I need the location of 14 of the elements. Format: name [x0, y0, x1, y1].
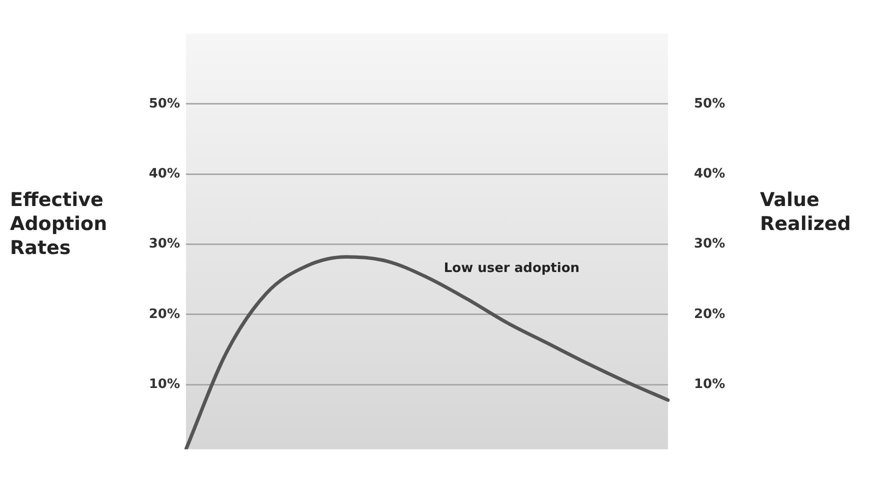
line-series [184, 255, 670, 450]
y-axis-title: Effective Adoption Rates [10, 188, 108, 260]
y2-tick-label: 10% [694, 377, 726, 392]
y-tick-label: 50% [148, 96, 180, 112]
y2-tick-label: 40% [694, 166, 726, 182]
y-tick-label: 10% [148, 377, 180, 392]
y-tick-label: 30% [148, 236, 180, 252]
y2-tick-label: 50% [694, 96, 726, 112]
y2-tick-label: 30% [694, 236, 726, 252]
y-tick-label: 20% [148, 306, 180, 322]
annotation: Low user adoption [444, 260, 580, 276]
y-tick-label: 40% [148, 166, 180, 182]
y2-tick-label: 20% [694, 306, 726, 322]
y2-axis-title: Value Realized [760, 188, 852, 236]
